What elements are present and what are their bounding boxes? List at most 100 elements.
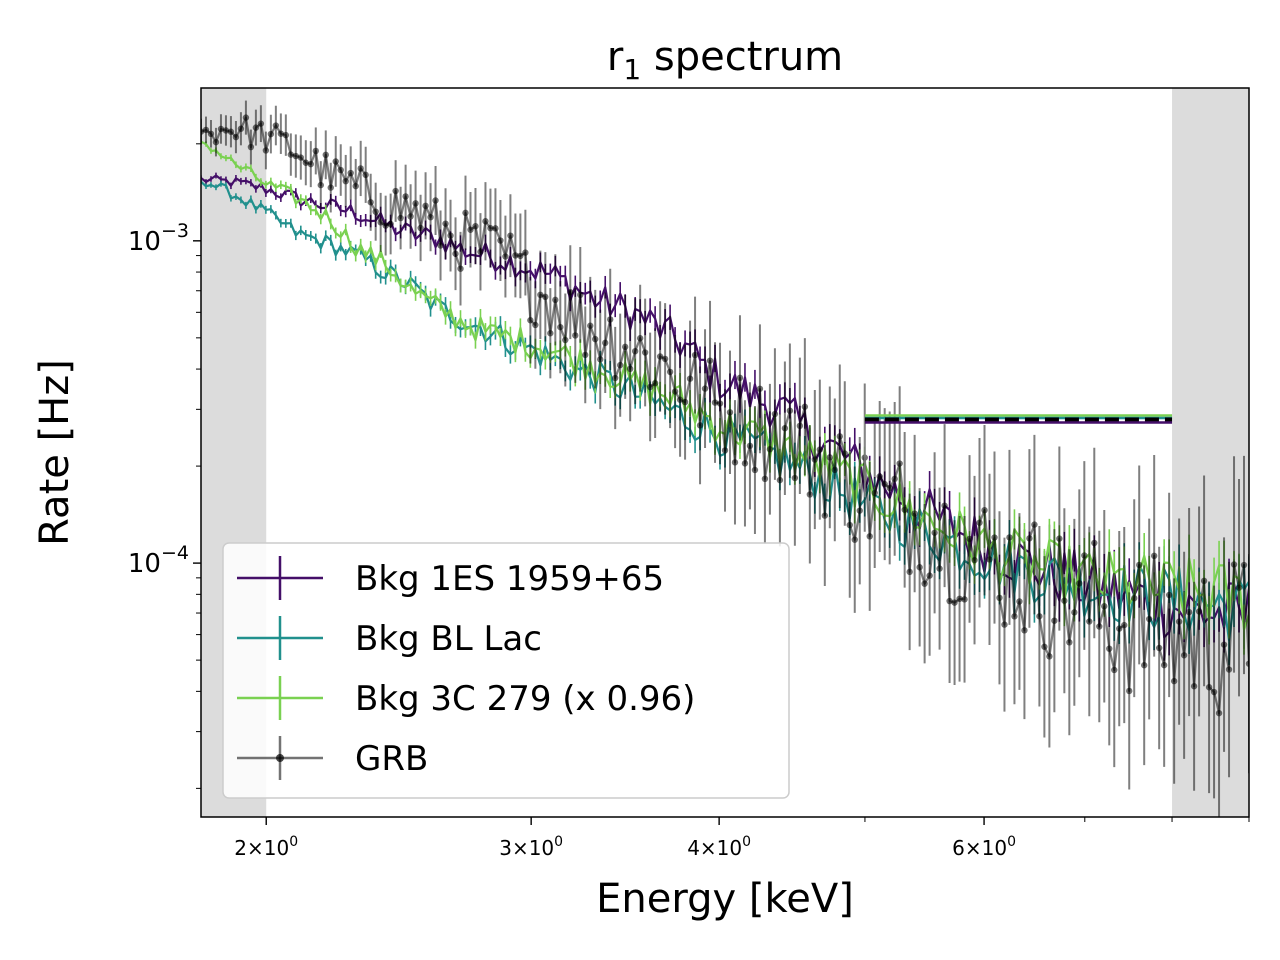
data-point <box>602 339 609 347</box>
data-point <box>317 181 324 189</box>
data-point <box>961 596 968 603</box>
data-point <box>761 475 769 483</box>
data-point <box>332 158 339 165</box>
data-point <box>207 130 215 138</box>
data-point <box>646 383 654 391</box>
data-point <box>1155 644 1163 652</box>
axes <box>193 87 1250 825</box>
data-point <box>437 242 444 249</box>
y-tick-label: 10−4 <box>128 542 189 579</box>
data-point <box>896 460 903 467</box>
data-point <box>1086 618 1093 625</box>
data-point <box>1200 577 1208 585</box>
data-point <box>1071 609 1078 616</box>
data-point <box>1215 709 1223 717</box>
data-point <box>986 556 993 563</box>
data-point <box>567 288 574 296</box>
data-point <box>871 489 878 497</box>
data-point <box>272 122 280 129</box>
data-point <box>801 403 809 410</box>
data-point <box>327 184 334 191</box>
data-point <box>641 349 649 356</box>
data-point <box>966 535 973 543</box>
data-point <box>931 529 938 536</box>
data-point <box>791 474 799 482</box>
data-point <box>831 466 838 474</box>
data-point <box>1096 623 1103 630</box>
data-point <box>1210 688 1218 696</box>
data-point <box>277 130 285 137</box>
data-point <box>1081 552 1088 559</box>
data-point <box>497 237 504 244</box>
data-point <box>352 182 359 190</box>
data-point <box>1046 653 1053 660</box>
data-point <box>701 385 709 392</box>
data-point <box>656 353 664 360</box>
data-point <box>626 365 634 373</box>
data-point <box>981 506 988 514</box>
data-point <box>1121 621 1128 629</box>
data-point <box>681 398 689 406</box>
x-tick-label: 6×100 <box>952 834 1016 860</box>
data-point <box>247 143 255 151</box>
data-point <box>392 187 399 195</box>
data-point <box>726 409 734 416</box>
data-point <box>1036 613 1043 620</box>
data-point <box>1116 625 1123 632</box>
data-point <box>901 506 908 513</box>
data-point <box>1031 521 1038 528</box>
data-point <box>946 597 953 605</box>
data-point <box>527 317 534 324</box>
data-point <box>232 133 240 141</box>
data-point <box>1220 641 1228 648</box>
data-point <box>806 491 814 498</box>
data-point <box>1091 539 1098 547</box>
data-point <box>592 335 599 343</box>
flat-levels <box>864 414 1173 498</box>
data-point <box>636 335 644 342</box>
data-point <box>666 368 674 376</box>
x-tick-label: 4×100 <box>687 834 751 860</box>
legend-marker <box>276 754 284 762</box>
data-point <box>547 330 554 337</box>
data-point <box>217 125 225 133</box>
data-point <box>1101 603 1108 610</box>
data-point <box>1066 639 1073 646</box>
data-point <box>542 293 549 301</box>
data-point <box>1235 584 1243 591</box>
data-point <box>1141 662 1148 669</box>
chart-title: r1 spectrum <box>607 34 843 86</box>
data-point <box>906 568 913 576</box>
data-point <box>881 480 888 488</box>
data-point <box>706 357 714 364</box>
data-point <box>821 512 829 519</box>
legend-label: Bkg 3C 279 (x 0.96) <box>355 679 695 719</box>
data-point <box>741 460 749 467</box>
data-point <box>1126 687 1133 695</box>
data-point <box>1026 535 1033 542</box>
data-point <box>1076 580 1083 587</box>
data-point <box>267 130 275 138</box>
data-point <box>582 351 589 359</box>
data-point <box>492 225 499 232</box>
data-point <box>1160 661 1168 669</box>
data-point <box>442 220 449 227</box>
data-point <box>1230 561 1238 568</box>
data-point <box>731 459 739 466</box>
data-point <box>337 166 344 174</box>
data-point <box>916 564 923 571</box>
data-point <box>282 131 290 139</box>
data-point <box>1021 627 1028 634</box>
data-point <box>367 199 374 206</box>
data-point <box>467 226 474 233</box>
data-point <box>587 322 594 329</box>
data-point <box>1016 598 1023 605</box>
data-point <box>537 291 544 299</box>
data-point <box>552 296 559 304</box>
data-point <box>572 332 579 339</box>
data-point <box>342 177 349 185</box>
data-point <box>926 572 933 579</box>
data-point <box>766 446 774 453</box>
data-point <box>257 120 265 127</box>
